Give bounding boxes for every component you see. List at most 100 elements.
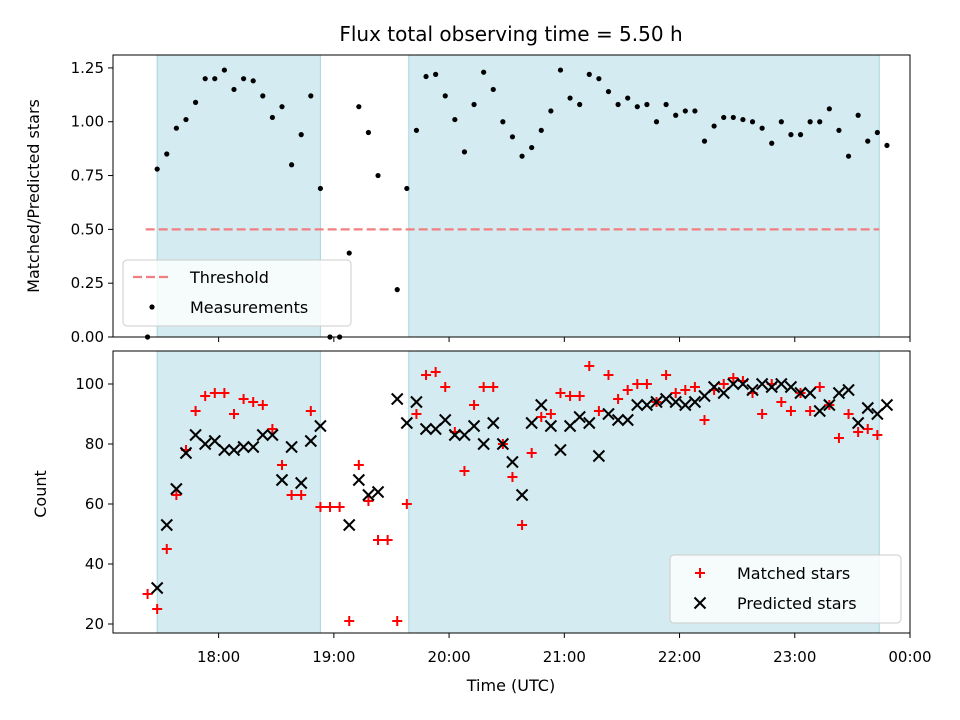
legend-threshold-label: Threshold: [189, 268, 269, 287]
matched-star-point: [440, 382, 451, 392]
matched-star-point: [689, 382, 700, 392]
measurement-point: [404, 185, 410, 192]
predicted-star-point: [477, 437, 490, 451]
x-stroke: [439, 413, 452, 427]
measurement-point: [557, 67, 564, 73]
x-stroke: [698, 389, 711, 403]
y-tick-label: 60: [85, 495, 104, 513]
y-tick-label: 40: [85, 555, 104, 573]
x-stroke: [554, 443, 567, 457]
matched-star-point: [305, 406, 316, 416]
measurement-point: [807, 119, 813, 125]
matched-star-point: [392, 616, 403, 626]
predicted-star-point: [842, 383, 855, 397]
matched-star-point: [421, 370, 432, 380]
measurement-point: [682, 108, 688, 114]
measurement-point: [298, 132, 304, 138]
predicted-star-point: [179, 446, 193, 460]
measurement-point: [173, 125, 179, 131]
top-axes-frame: [112, 54, 911, 338]
x-stroke: [861, 401, 874, 415]
bottom-x-ticks: 18:00 19:00 20:00 21:00 22:00 23:00 00:00: [197, 633, 932, 666]
predicted-star-point: [160, 518, 173, 532]
x-stroke: [602, 407, 615, 421]
measurement-point: [797, 132, 804, 138]
matched-star-point: [334, 502, 345, 512]
x-stroke: [170, 482, 183, 496]
predicted-star-point: [515, 488, 529, 502]
x-stroke: [784, 380, 798, 394]
x-stroke: [150, 581, 164, 595]
matched-star-point: [862, 424, 873, 434]
observing-window-1: [157, 351, 321, 633]
matched-star-point: [536, 412, 547, 422]
measurement-point: [260, 93, 266, 99]
measurement-point: [663, 101, 669, 108]
predicted-star-point: [362, 488, 375, 502]
measurement-point: [529, 144, 535, 151]
count-panel: 20 40 60 80 100 18:00 19:00 20:00 21:00 22:00 23:…: [31, 350, 932, 695]
x-stroke: [842, 383, 855, 397]
matched-star-point: [699, 415, 710, 425]
x-stroke: [525, 416, 538, 430]
matched-star-point: [430, 367, 441, 377]
predicted-star-point: [707, 380, 721, 394]
predicted-star-point: [688, 395, 702, 409]
predicted-star-point: [275, 473, 289, 487]
x-stroke: [400, 416, 414, 430]
measurement-point: [625, 95, 631, 101]
x-stroke: [640, 398, 654, 412]
matched-star-point: [526, 448, 537, 458]
measurement-point: [845, 153, 852, 159]
measurement-point: [817, 119, 823, 125]
x-stroke: [813, 404, 826, 418]
predicted-star-point: [237, 440, 250, 454]
predicted-star-point: [218, 443, 231, 457]
y-tick-label: 1.25: [71, 59, 104, 77]
matched-star-point: [200, 391, 211, 401]
x-stroke: [314, 419, 327, 433]
measurement-point: [461, 149, 468, 155]
bottom-y-ticks: 20 40 60 80 100: [75, 375, 113, 633]
measurement-point: [605, 88, 612, 95]
predicted-star-point: [410, 395, 423, 409]
matched-star-point: [728, 373, 739, 383]
matched-star-point: [517, 520, 528, 530]
predicted-star-point: [525, 416, 538, 430]
measurement-point: [394, 287, 400, 293]
x-stroke: [832, 386, 846, 400]
x-stroke: [707, 380, 721, 394]
matched-star-point: [353, 460, 364, 470]
measurement-point: [308, 93, 314, 99]
predicted-star-point: [429, 422, 442, 436]
x-stroke: [688, 395, 702, 409]
measurement-point: [577, 101, 583, 108]
matched-star-point: [171, 490, 182, 500]
x-stroke: [693, 596, 707, 610]
x-stroke: [746, 383, 759, 397]
predicted-star-point: [343, 518, 356, 532]
measurement-point: [596, 76, 602, 82]
matched-star-point: [411, 409, 422, 419]
predicted-star-point: [563, 419, 577, 433]
measurement-point: [317, 185, 324, 192]
x-stroke: [458, 428, 471, 442]
matched-star-point: [776, 397, 787, 407]
matched-star-point: [757, 409, 768, 419]
predicted-star-point: [746, 383, 759, 397]
matched-star-point: [161, 544, 172, 554]
y-tick-label: 80: [85, 435, 104, 453]
matched-star-point: [661, 370, 672, 380]
matched-star-point: [574, 391, 585, 401]
measurement-point: [519, 153, 525, 159]
x-stroke: [515, 488, 529, 502]
predicted-star-point: [448, 428, 462, 442]
measurement-point: [826, 106, 832, 112]
predicted-star-point: [765, 380, 778, 394]
bottom-legend-box: [669, 554, 902, 624]
predicted-star-point: [391, 392, 404, 406]
predicted-star-point: [266, 428, 279, 442]
x-stroke: [851, 416, 865, 430]
matched-stars-points: [142, 361, 883, 626]
predicted-star-point: [496, 437, 510, 451]
